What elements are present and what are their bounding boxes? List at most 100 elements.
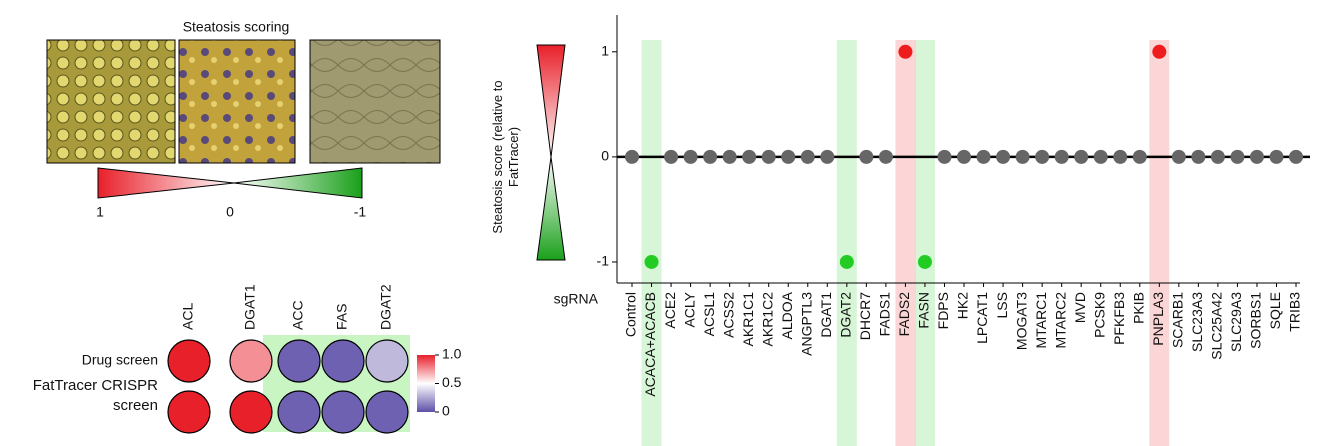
point bbox=[1035, 149, 1050, 164]
scale-tick-label: 0 bbox=[226, 204, 234, 220]
heat-dot bbox=[167, 339, 211, 383]
scale-tick-label: 1 bbox=[96, 204, 104, 220]
column-label: ACL bbox=[180, 303, 196, 330]
x-tick-label: FDPS bbox=[935, 292, 951, 329]
x-tick-label: FASN bbox=[916, 292, 932, 329]
x-tick-label: SLC25A42 bbox=[1209, 292, 1225, 360]
panel-title: Steatosis scoring bbox=[183, 19, 290, 35]
x-tick-label: LSS bbox=[994, 292, 1010, 318]
highlight-band bbox=[895, 40, 916, 446]
colorbar-tick-label: 1.0 bbox=[442, 346, 462, 362]
point bbox=[1093, 149, 1108, 164]
row-label: Drug screen bbox=[82, 352, 158, 368]
scale-triangle bbox=[536, 156, 566, 261]
colorbar bbox=[417, 355, 435, 412]
highlight-band bbox=[1149, 40, 1170, 446]
colorbar-tick-label: 0.5 bbox=[442, 374, 462, 390]
x-tick-label: ACSS2 bbox=[720, 292, 736, 338]
colorbar-tick-label: 0 bbox=[442, 403, 450, 419]
x-tick-label: DHCR7 bbox=[857, 292, 873, 340]
x-tick-label: FADS1 bbox=[877, 292, 893, 337]
column-label: DGAT2 bbox=[378, 284, 394, 330]
x-axis-label: sgRNA bbox=[554, 291, 599, 307]
heat-dot bbox=[277, 339, 321, 383]
point bbox=[976, 149, 991, 164]
point bbox=[644, 254, 659, 269]
heat-dot bbox=[321, 390, 365, 434]
x-tick-label: DGAT1 bbox=[818, 292, 834, 338]
point bbox=[1152, 44, 1167, 59]
point bbox=[664, 149, 679, 164]
point bbox=[996, 149, 1011, 164]
point bbox=[1210, 149, 1225, 164]
x-tick-label: ANGPTL3 bbox=[798, 292, 814, 356]
x-tick-label: AKR1C2 bbox=[759, 292, 775, 347]
x-tick-label: PFKFB3 bbox=[1111, 292, 1127, 345]
x-tick-label: HK2 bbox=[955, 292, 971, 319]
point bbox=[683, 149, 698, 164]
scale-tick-label: -1 bbox=[354, 204, 367, 220]
x-tick-label: MTARC1 bbox=[1033, 292, 1049, 349]
column-label: DGAT1 bbox=[242, 284, 258, 330]
x-tick-label: ACE2 bbox=[662, 292, 678, 329]
point bbox=[820, 149, 835, 164]
row-label: FatTracer CRISPR screen bbox=[32, 377, 158, 414]
x-tick-label: PCSK9 bbox=[1091, 292, 1107, 338]
point bbox=[1269, 149, 1284, 164]
x-tick-label: MVD bbox=[1072, 292, 1088, 323]
x-tick-label: SCARB1 bbox=[1170, 292, 1186, 348]
x-tick-label: MOGAT3 bbox=[1013, 292, 1029, 350]
x-tick-label: Control bbox=[623, 292, 639, 337]
x-tick-label: PKIB bbox=[1130, 292, 1146, 324]
y-tick-label: -1 bbox=[597, 253, 610, 269]
x-tick-label: SQLE bbox=[1267, 292, 1283, 329]
point bbox=[722, 149, 737, 164]
scale-triangle bbox=[97, 167, 235, 199]
highlight-band bbox=[914, 40, 935, 446]
point bbox=[742, 149, 757, 164]
micrograph bbox=[309, 39, 441, 164]
point bbox=[1113, 149, 1128, 164]
micrograph bbox=[178, 39, 296, 164]
point bbox=[1289, 149, 1304, 164]
point bbox=[1191, 149, 1206, 164]
x-tick-label: MTARC2 bbox=[1052, 292, 1068, 349]
point bbox=[937, 149, 952, 164]
heat-dot bbox=[167, 390, 211, 434]
x-tick-label: SORBS1 bbox=[1248, 292, 1264, 349]
heat-dot bbox=[229, 339, 273, 383]
heat-dot bbox=[229, 390, 273, 434]
column-label: ACC bbox=[290, 300, 306, 330]
y-tick-label: 0 bbox=[601, 148, 609, 164]
point bbox=[1054, 149, 1069, 164]
point bbox=[859, 149, 874, 164]
point bbox=[917, 254, 932, 269]
y-tick-label: 1 bbox=[601, 42, 609, 58]
point bbox=[625, 149, 639, 164]
point bbox=[898, 44, 913, 59]
heat-dot bbox=[321, 339, 365, 383]
point bbox=[1132, 149, 1147, 164]
micrograph bbox=[46, 39, 176, 164]
scale-triangle bbox=[536, 44, 566, 158]
point bbox=[761, 149, 776, 164]
point bbox=[1230, 149, 1245, 164]
x-tick-label: ALDOA bbox=[779, 291, 795, 339]
scale-triangle bbox=[233, 167, 363, 199]
x-tick-label: PNPLA3 bbox=[1150, 292, 1166, 346]
point bbox=[957, 149, 972, 164]
x-tick-label: LPCAT1 bbox=[974, 292, 990, 344]
heat-dot bbox=[365, 339, 409, 383]
column-label: FAS bbox=[334, 304, 350, 330]
point bbox=[703, 149, 718, 164]
highlight-band bbox=[641, 40, 662, 446]
x-tick-label: SLC23A3 bbox=[1189, 292, 1205, 352]
point bbox=[1015, 149, 1030, 164]
point bbox=[1249, 149, 1264, 164]
y-axis-label: Steatosis score (relative to FatTracer) bbox=[490, 80, 521, 234]
point bbox=[800, 149, 815, 164]
point bbox=[1171, 149, 1186, 164]
x-tick-label: TRIB3 bbox=[1287, 292, 1303, 332]
